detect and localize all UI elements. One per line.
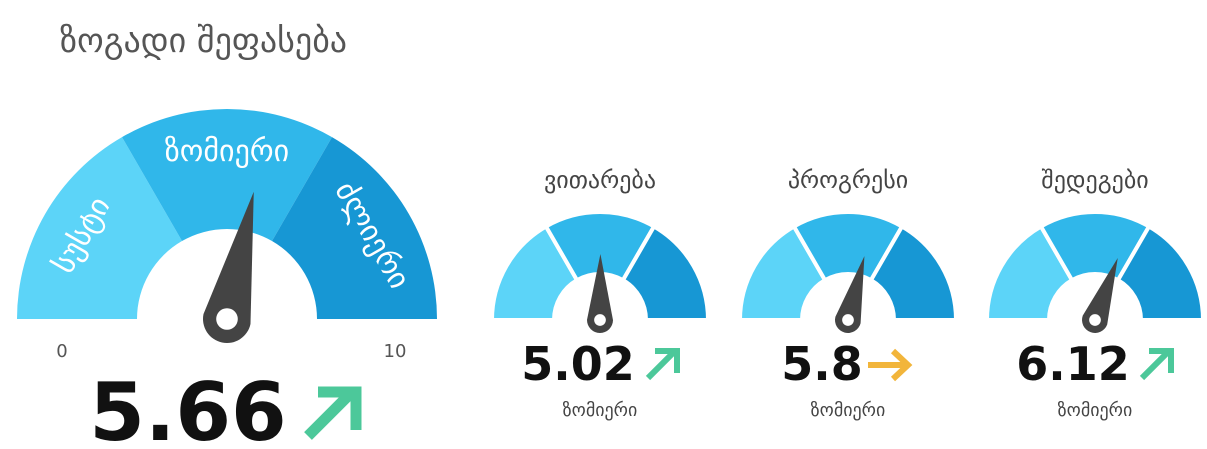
gauge-value: 5.8 xyxy=(781,337,863,391)
gauge-segment xyxy=(272,137,437,319)
needle-hub xyxy=(842,314,854,326)
gauge-title: ვითარება xyxy=(544,166,656,194)
gauge-segment xyxy=(1038,210,1152,283)
gauge-value: 6.12 xyxy=(1016,337,1130,391)
scale-min: 0 xyxy=(56,341,67,362)
main-value: 5.66 xyxy=(89,366,286,449)
needle-hub xyxy=(594,314,606,326)
gauge-needle xyxy=(835,256,865,333)
gauge-segment xyxy=(17,137,182,319)
gauge-segment xyxy=(791,210,905,283)
gauge-needle xyxy=(203,191,254,343)
gauge-segment xyxy=(984,223,1075,322)
gauge-label: ზომიერი xyxy=(1058,400,1133,421)
gauge-segment xyxy=(122,108,332,242)
gauge-needle xyxy=(1082,258,1118,333)
trend-up-icon xyxy=(1139,348,1174,381)
gauge-value: 5.02 xyxy=(521,337,635,391)
needle-hub xyxy=(216,308,238,330)
gauge-label: ზომიერი xyxy=(563,400,638,421)
trend-right-icon xyxy=(868,348,913,382)
trend-up-icon xyxy=(304,386,362,440)
gauge-segment xyxy=(489,223,580,322)
gauge-segment xyxy=(868,223,959,322)
page-title: ზოგადი შეფასება xyxy=(60,21,347,61)
gauge-segment xyxy=(620,223,711,322)
gauge-title: შედეგები xyxy=(1041,166,1148,194)
segment-label: ზომიერი xyxy=(165,134,289,169)
trend-up-icon xyxy=(645,348,680,381)
gauge-segment xyxy=(543,210,657,283)
scale-max: 10 xyxy=(384,341,407,362)
gauge-segment xyxy=(1115,223,1206,322)
gauge-segment xyxy=(737,223,828,322)
gauge-title: პროგრესი xyxy=(788,166,908,194)
needle-hub xyxy=(1089,314,1101,326)
gauge-needle xyxy=(587,254,613,333)
gauge-label: ზომიერი xyxy=(811,400,886,421)
